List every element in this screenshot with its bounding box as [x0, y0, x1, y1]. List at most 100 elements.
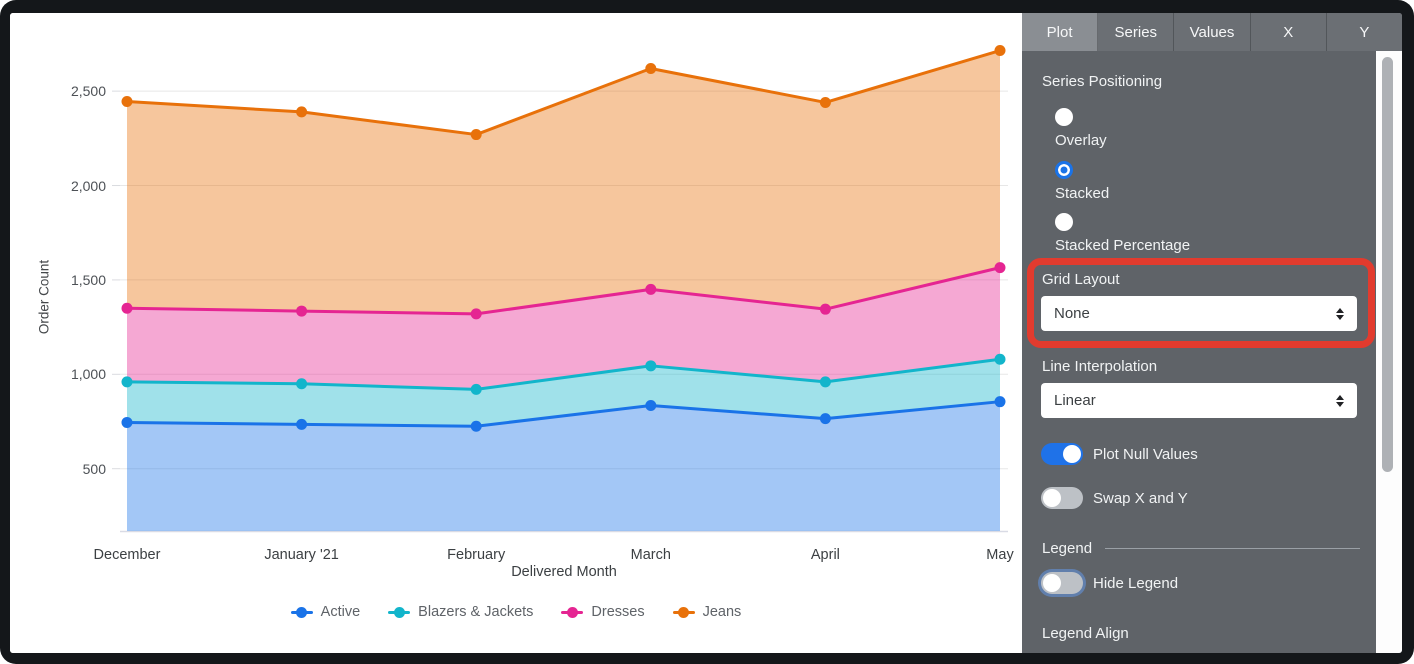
data-point-dresses-march[interactable] — [645, 283, 657, 295]
series-positioning-label: Series Positioning — [1042, 73, 1163, 90]
radio-option-overlay[interactable]: Overlay — [1055, 108, 1107, 149]
y-tick-label: 2,000 — [70, 177, 106, 194]
hide-legend-label: Hide Legend — [1093, 575, 1179, 592]
series-jeans — [121, 45, 1006, 141]
data-point-dresses-december[interactable] — [121, 302, 133, 314]
x-tick-label: December — [93, 547, 161, 563]
y-axis-title: Order Count — [36, 259, 52, 335]
radio-overlay[interactable] — [1055, 108, 1073, 126]
toggle-knob — [1043, 574, 1061, 592]
data-point-blazers-jackets-march[interactable] — [645, 360, 657, 372]
y-tick-label: 1,000 — [70, 366, 106, 383]
y-tick-label: 500 — [82, 460, 106, 477]
radio-label: Stacked — [1055, 185, 1110, 202]
radio-stacked-percentage[interactable] — [1055, 213, 1073, 231]
radio-option-stacked-percentage[interactable]: Stacked Percentage — [1055, 213, 1190, 254]
data-point-blazers-jackets-april[interactable] — [819, 376, 831, 388]
radio-label: Stacked Percentage — [1055, 237, 1191, 254]
data-point-dresses-april[interactable] — [819, 303, 831, 315]
line-interpolation-select[interactable]: Linear — [1041, 383, 1357, 418]
data-point-blazers-jackets-may[interactable] — [994, 353, 1006, 365]
legend-item-active: Active — [290, 604, 361, 620]
legend-marker-icon — [561, 606, 584, 618]
chart-panel: 500 1,000 1,500 2,000 2,500 December January … — [10, 13, 1022, 653]
legend-marker-icon — [388, 606, 411, 618]
x-tick-label: March — [630, 547, 671, 563]
x-tick-label: April — [810, 547, 840, 563]
data-point-jeans-march[interactable] — [645, 62, 657, 74]
data-point-jeans-december[interactable] — [121, 96, 133, 108]
legend-label: Jeans — [702, 604, 742, 620]
area-band-blazers-jackets — [127, 359, 1000, 427]
area-band-active — [127, 401, 1000, 531]
series-line — [125, 400, 1002, 428]
x-axis-title: Delivered Month — [511, 564, 617, 580]
data-point-blazers-jackets-december[interactable] — [121, 376, 133, 388]
tab-bar: Plot Series Values X Y — [1022, 13, 1402, 51]
series-active — [121, 396, 1006, 432]
legend-align-label: Legend Align — [1042, 625, 1129, 642]
chart-svg — [112, 45, 1008, 533]
tab-plot[interactable]: Plot — [1022, 13, 1099, 51]
plot-null-values-label: Plot Null Values — [1093, 446, 1198, 463]
area-band-dresses — [127, 267, 1000, 390]
series-line — [125, 357, 1002, 391]
grid-layout-select-value: None — [1054, 305, 1090, 322]
panel-body: Series Positioning Overlay Stacked Stacked… — [1022, 51, 1376, 653]
window-content: 500 1,000 1,500 2,000 2,500 December January … — [10, 13, 1402, 653]
data-point-jeans-may[interactable] — [994, 45, 1006, 57]
tab-values[interactable]: Values — [1174, 13, 1251, 51]
data-point-dresses-february[interactable] — [470, 308, 482, 320]
tab-y[interactable]: Y — [1359, 23, 1370, 41]
data-point-jeans-april[interactable] — [819, 96, 831, 108]
plot-null-values-toggle[interactable] — [1041, 443, 1083, 465]
data-point-active-march[interactable] — [645, 399, 657, 411]
x-tick-label: January '21 — [264, 547, 339, 563]
data-point-active-april[interactable] — [819, 413, 831, 425]
tab-x[interactable]: X — [1251, 13, 1327, 51]
hide-legend-toggle[interactable] — [1041, 572, 1083, 594]
legend-item-blazers-jackets: Blazers & Jackets — [388, 604, 533, 620]
legend-item-dresses: Dresses — [561, 604, 645, 620]
data-point-active-january-21[interactable] — [296, 418, 308, 430]
data-point-active-may[interactable] — [994, 396, 1006, 408]
data-point-active-december[interactable] — [121, 416, 133, 428]
radio-stacked[interactable] — [1055, 161, 1073, 179]
legend-item-jeans: Jeans — [672, 604, 742, 620]
legend-marker-icon — [672, 606, 695, 618]
legend-label: Dresses — [591, 604, 645, 620]
radio-option-stacked[interactable]: Stacked — [1055, 161, 1109, 202]
data-point-dresses-may[interactable] — [994, 262, 1006, 274]
legend-section-label: Legend — [1042, 540, 1093, 557]
scrollbar-thumb[interactable] — [1382, 57, 1393, 472]
tab-series[interactable]: Series — [1098, 13, 1175, 51]
data-point-blazers-jackets-february[interactable] — [470, 383, 482, 395]
grid-layout-label: Grid Layout — [1042, 271, 1120, 288]
swap-x-and-y-label: Swap X and Y — [1093, 490, 1188, 507]
line-interpolation-select-value: Linear — [1054, 392, 1096, 409]
swap-x-and-y-toggle[interactable] — [1041, 487, 1083, 509]
legend-section-divider — [1105, 548, 1360, 549]
series-dresses — [121, 262, 1006, 320]
data-point-jeans-january-21[interactable] — [296, 106, 308, 118]
chart-legend: Active Blazers & Jackets Dresses Jeans — [10, 604, 1022, 620]
data-point-jeans-february[interactable] — [470, 129, 482, 141]
data-point-active-february[interactable] — [470, 420, 482, 432]
grid-layout-select[interactable]: None — [1041, 296, 1357, 331]
select-arrows-icon — [1336, 394, 1344, 407]
data-point-blazers-jackets-january-21[interactable] — [296, 378, 308, 390]
toggle-knob — [1043, 489, 1061, 507]
legend-marker-icon — [290, 606, 313, 618]
area-band-jeans — [127, 50, 1000, 314]
legend-label: Blazers & Jackets — [418, 604, 534, 620]
legend-label: Active — [320, 604, 361, 620]
data-point-dresses-january-21[interactable] — [296, 305, 308, 317]
x-tick-label: May — [986, 547, 1014, 563]
series-line — [125, 49, 1002, 137]
radio-label: Overlay — [1055, 132, 1107, 149]
y-tick-label: 2,500 — [70, 83, 106, 100]
toggle-knob — [1063, 445, 1081, 463]
panel-scrollbar[interactable] — [1376, 51, 1402, 653]
settings-panel: Plot Series Values X Y Series Positioning Ov… — [1022, 13, 1402, 653]
series-line — [125, 266, 1002, 316]
